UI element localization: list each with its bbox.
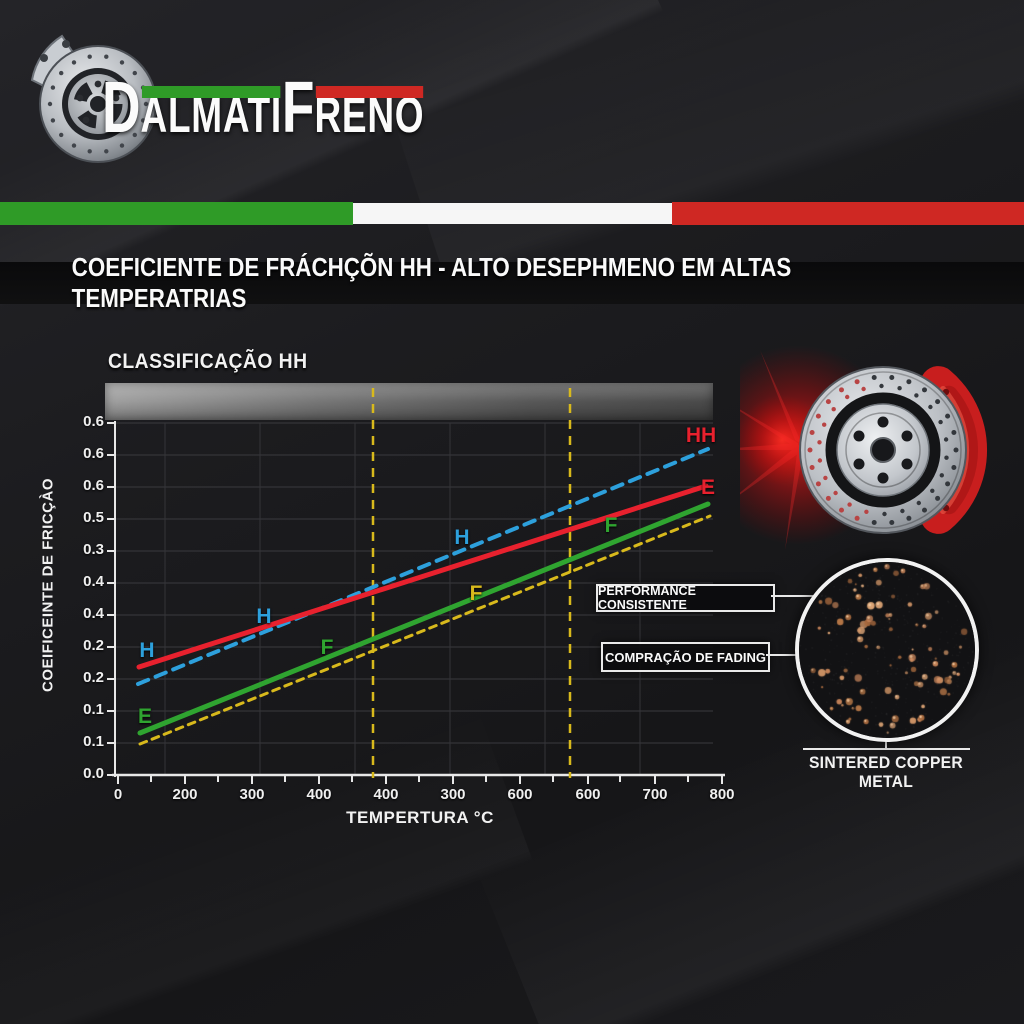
classification-band (105, 383, 713, 420)
wordmark-initial-f: F (281, 68, 315, 148)
x-tick-label: 800 (709, 786, 735, 803)
caption-connector-line (803, 748, 970, 750)
x-tick-label: 600 (507, 786, 533, 803)
page-title: COEFICIENTE DE FRÁCHÇÕN HH - ALTO DESEPH… (71, 252, 792, 313)
y-tick-label: 0.6 (83, 445, 104, 462)
chart-heading: CLASSIFICAÇÃO HH (108, 350, 308, 373)
italian-flag-stripe (0, 202, 1024, 225)
y-tick-label: 0.3 (83, 541, 104, 558)
friction-chart (107, 388, 725, 784)
brand-wordmark: D ALMATI F RENO (102, 72, 424, 144)
brand-logo: D ALMATI F RENO (18, 22, 438, 182)
reference-lines (371, 388, 572, 778)
brake-disc-icon (30, 34, 157, 163)
drilled-holes (807, 375, 959, 525)
y-tick-label: 0.4 (83, 605, 104, 622)
flag-white-segment (353, 203, 672, 224)
wordmark-initial-d: D (102, 68, 141, 148)
x-tick-label: 400 (306, 786, 332, 803)
y-tick-label: 0.1 (83, 701, 104, 718)
sintered-copper-texture (799, 562, 975, 738)
sintered-copper-inset (795, 558, 979, 742)
series-label-h: H (256, 605, 272, 628)
series-ef-green-line (137, 501, 711, 736)
series-label-f: F (469, 582, 483, 605)
logo-red-bar (315, 86, 423, 98)
series-label-e: E (137, 705, 153, 728)
series-h-blue-dashed-line (136, 447, 710, 686)
y-tick-label: 0.0 (83, 765, 104, 782)
y-tick-label: 0.1 (83, 733, 104, 750)
series-hh-red-line (136, 483, 709, 670)
y-tick-label: 0.5 (83, 509, 104, 526)
flag-green-segment (0, 202, 353, 225)
x-tick-label: 400 (373, 786, 399, 803)
series-label-f: F (604, 514, 618, 537)
y-tick-label: 0.6 (83, 477, 104, 494)
callout-connector-line (766, 654, 800, 656)
y-tick-label: 0.4 (83, 573, 104, 590)
wordmark-almati: ALMATI (140, 86, 282, 143)
series-f-yellow-dashed-line (138, 514, 712, 746)
series-label-h: H (139, 639, 155, 662)
y-tick-marks (107, 422, 115, 776)
center-bore (870, 437, 896, 463)
brake-disc-illustration (740, 345, 988, 550)
series-label-hh: HH (685, 424, 717, 447)
callout-connector-line (771, 595, 813, 597)
x-axis-label: TEMPERTURA °C (346, 808, 494, 827)
flag-red-segment (672, 202, 1024, 225)
y-tick-label: 0.2 (83, 637, 104, 654)
x-tick-label: 300 (239, 786, 265, 803)
y-tick-label: 0.2 (83, 669, 104, 686)
x-tick-label: 0 (113, 786, 123, 803)
wordmark-reno: RENO (314, 86, 425, 143)
x-tick-label: 200 (172, 786, 198, 803)
title-banner: COEFICIENTE DE FRÁCHÇÕN HH - ALTO DESEPH… (0, 252, 1024, 313)
x-tick-marks (117, 775, 723, 784)
x-tick-label: 700 (642, 786, 668, 803)
x-tick-label: 600 (575, 786, 601, 803)
series-label-e: E (700, 476, 716, 499)
compracao-de-fading-callout: COMPRAÇÃO DE FADING (601, 642, 770, 672)
inset-caption: SINTERED COPPER METAL (808, 754, 964, 791)
y-axis-label: COEIFICEINTE DE FRICÇÀO (39, 477, 57, 693)
x-tick-label: 300 (440, 786, 466, 803)
series-label-f: F (320, 636, 334, 659)
performance-consistente-callout: PERFORMANCE CONSISTENTE (596, 584, 775, 612)
bolt-holes (853, 416, 913, 484)
y-tick-label: 0.6 (83, 413, 104, 430)
series-label-h: H (454, 526, 470, 549)
logo-green-bar (141, 86, 281, 98)
